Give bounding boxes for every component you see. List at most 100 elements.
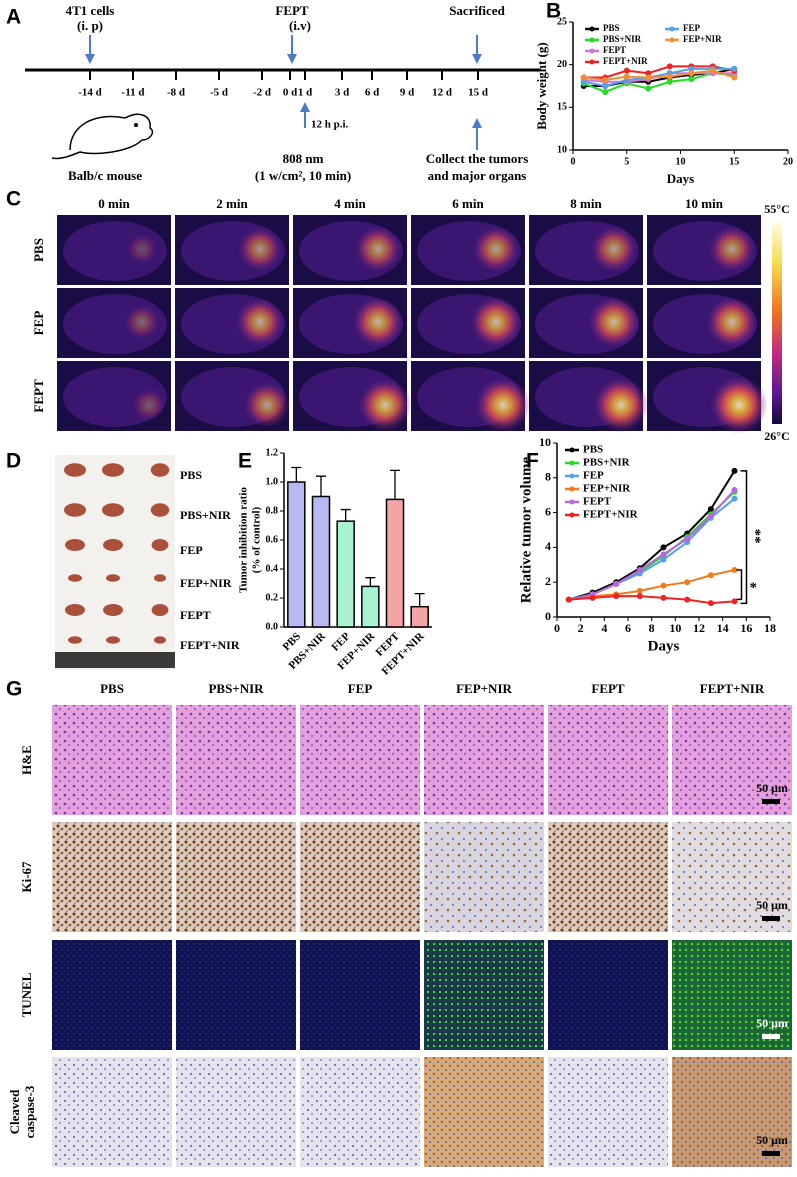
hotspot [708,225,756,273]
y-axis-label: Relative tumor volume [518,456,534,603]
x-tick-label: 20 [783,156,793,167]
legend-marker [569,460,575,466]
column-label: PBS+NIR [208,681,264,696]
legend-marker [589,37,595,43]
label: 4T1 cells [66,3,115,18]
scale-bar-label: 50 μm [756,1133,788,1147]
data-point [602,77,609,84]
data-point [623,67,630,74]
hotspot [243,381,291,429]
data-point [688,65,695,72]
panel-label: G [6,678,22,701]
legend-marker [569,447,575,453]
tumor [68,636,82,644]
data-point [684,596,691,603]
label: (i.v) [289,18,311,33]
micrograph-texture [300,705,420,815]
x-tick-label: 16 [740,621,752,635]
label: (i. p) [77,18,103,33]
legend-label: FEP+NIR [683,34,722,44]
y-axis-label: Body weight (g) [534,42,549,129]
data-point [731,486,738,493]
data-point [580,78,587,85]
data-point [684,535,691,542]
data-point [602,88,609,95]
data-point [666,73,673,80]
tumor [151,539,169,551]
x-tick-label: 4 [601,621,607,635]
tumor [102,463,124,477]
tumor [106,636,120,644]
data-point [707,506,714,513]
y-tick-label: 15 [557,102,567,113]
micrograph-texture [52,940,172,1050]
bar [287,481,306,628]
micrograph-texture [672,940,792,1050]
y-tick-label: 8 [545,470,551,484]
series-line [583,67,735,88]
legend-marker [669,37,675,43]
legend-label: FEPT [603,45,626,55]
label: 12 h p.i. [311,119,349,131]
scale-bar-label: 50 μm [756,781,788,795]
row-label: FEP [31,311,46,336]
x-tick-label: 0 [554,621,560,635]
tumor-photo [55,455,175,670]
timeline-tick-label: -8 d [167,87,185,99]
y-axis-label: (% of control) [251,506,263,573]
micrograph-texture [424,1057,544,1167]
data-point [636,593,643,600]
y-tick-label: 0.0 [266,621,279,632]
timeline-tick-label: -14 d [78,87,102,99]
timeline-tick-label: 0 d [283,87,297,99]
data-point [688,76,695,83]
column-label: FEP [348,681,373,696]
tumor [150,503,170,517]
row-label: TUNEL [19,972,34,1017]
tumor [65,604,85,616]
series-line [568,470,736,601]
label: Sacrificed [449,3,505,18]
timeline: 4T1 cells (i. p) FEPT (i.v) Sacrificed 1… [25,3,540,183]
series-line [568,569,735,601]
label: Balb/c mouse [68,168,142,183]
data-point [613,580,620,587]
y-tick-label: 2 [545,574,551,588]
data-point [731,495,738,502]
hotspot [706,296,758,348]
column-label: FEPT [591,681,625,696]
legend-label: FEPT+NIR [583,509,639,521]
scale-bar [762,916,780,921]
y-tick-label: 1.2 [266,447,279,458]
y-tick-label: 0.4 [266,563,279,574]
tumor [68,574,82,582]
photo-background [55,455,175,670]
data-point [731,65,738,72]
panel-label: D [6,450,21,473]
hotspot [475,377,531,433]
micrograph-texture [52,822,172,932]
legend-marker [669,26,675,32]
label: FEPT [275,3,309,18]
row-label: FEPT+NIR [180,638,240,652]
row-label: FEPT [31,379,46,413]
legend-label: FEPT+NIR [603,56,648,66]
bracket [736,569,743,601]
panel-label: B [546,0,561,23]
micrograph-texture [176,822,296,932]
data-point [684,579,691,586]
legend-label: FEP [583,470,604,482]
micrograph-texture [176,705,296,815]
y-tick-label: 25 [557,16,567,27]
data-point [666,63,673,70]
series-line [568,489,736,601]
bar [311,495,331,628]
scale-bar-label: 50 μm [756,898,788,912]
timeline-tick-label: 9 d [400,87,414,99]
legend-label: PBS+NIR [583,457,631,469]
label: (1 w/cm², 10 min) [255,168,351,183]
hotspot [124,304,160,340]
series-line [568,595,735,605]
tumor [64,463,86,477]
micrograph-texture [672,1057,792,1167]
